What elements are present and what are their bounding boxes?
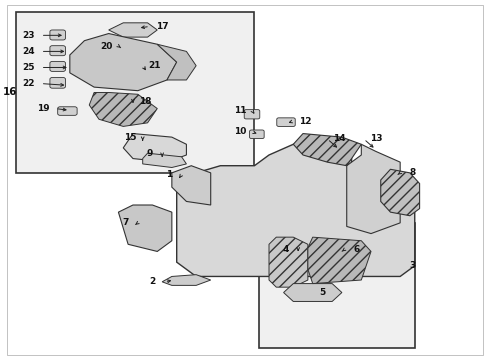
Text: 6: 6 [353, 245, 359, 254]
FancyBboxPatch shape [50, 62, 65, 71]
Text: 12: 12 [299, 117, 311, 126]
Text: 21: 21 [148, 61, 161, 70]
Text: 16: 16 [3, 87, 18, 98]
Text: 25: 25 [22, 63, 35, 72]
FancyBboxPatch shape [50, 46, 65, 56]
Polygon shape [380, 169, 419, 216]
Text: 2: 2 [149, 277, 155, 286]
FancyBboxPatch shape [58, 107, 77, 115]
Text: 3: 3 [408, 261, 415, 270]
Text: 18: 18 [139, 97, 151, 106]
Text: 9: 9 [146, 149, 153, 158]
FancyBboxPatch shape [50, 77, 65, 88]
Polygon shape [283, 284, 341, 301]
Text: 22: 22 [22, 79, 35, 88]
Polygon shape [268, 237, 307, 287]
Polygon shape [293, 134, 361, 166]
FancyBboxPatch shape [50, 30, 65, 40]
Text: 23: 23 [22, 31, 35, 40]
Text: 11: 11 [233, 106, 245, 115]
Text: 1: 1 [166, 170, 172, 179]
Text: 14: 14 [332, 134, 345, 143]
Text: 8: 8 [408, 168, 415, 177]
Text: 17: 17 [156, 22, 168, 31]
Polygon shape [157, 44, 196, 80]
Polygon shape [118, 205, 171, 251]
Text: 13: 13 [369, 134, 381, 143]
Polygon shape [176, 144, 414, 276]
Polygon shape [307, 237, 370, 284]
FancyBboxPatch shape [244, 110, 259, 119]
Text: 19: 19 [37, 104, 49, 113]
Bar [259, 223, 414, 348]
Polygon shape [70, 33, 176, 91]
Text: 20: 20 [100, 41, 112, 50]
Polygon shape [123, 134, 186, 162]
Text: 7: 7 [122, 219, 129, 228]
Bar [17, 12, 254, 173]
FancyBboxPatch shape [249, 130, 264, 139]
Text: 24: 24 [22, 47, 35, 56]
Polygon shape [346, 144, 399, 234]
Polygon shape [142, 153, 186, 167]
Polygon shape [108, 23, 157, 37]
Text: 15: 15 [124, 132, 137, 141]
Polygon shape [89, 93, 157, 126]
FancyBboxPatch shape [276, 118, 295, 126]
Text: 10: 10 [233, 127, 245, 136]
Text: 4: 4 [282, 245, 288, 254]
Text: 5: 5 [319, 288, 325, 297]
Polygon shape [171, 166, 210, 205]
Polygon shape [162, 275, 210, 285]
